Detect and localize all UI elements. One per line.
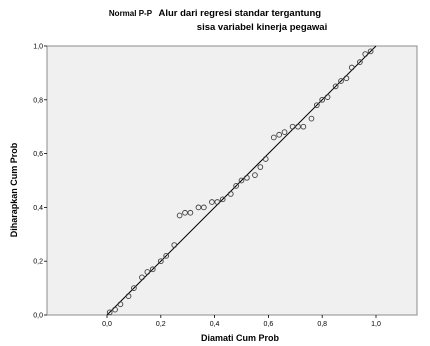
- x-tick-label: 0,2: [156, 321, 166, 328]
- data-point: [281, 129, 288, 135]
- data-point: [182, 209, 188, 216]
- reference-line: [106, 45, 377, 316]
- data-point: [238, 177, 245, 184]
- y-tick-label: 1,0: [33, 44, 43, 51]
- data-point: [244, 174, 250, 181]
- x-tick-label: 0,4: [210, 321, 220, 328]
- data-point: [289, 123, 296, 130]
- data-point: [313, 102, 320, 109]
- data-point: [200, 204, 207, 211]
- data-point: [106, 309, 113, 316]
- y-tick-label: 0,0: [33, 313, 43, 320]
- data-point: [357, 59, 363, 65]
- x-tick-label: 0,8: [317, 321, 327, 328]
- data-point: [332, 83, 339, 90]
- data-point: [144, 269, 151, 275]
- data-point: [252, 172, 258, 178]
- chart-title: Normal P-P Alur dari regresi standar ter…: [109, 3, 321, 20]
- data-point: [338, 78, 344, 84]
- x-axis: 0,0 0,2 0,4 0,6 0,8 1,0: [102, 315, 381, 328]
- data-point: [171, 242, 178, 248]
- data-point: [348, 64, 355, 71]
- data-point: [262, 156, 269, 162]
- x-tick-label: 0,0: [102, 321, 112, 328]
- data-point: [117, 301, 124, 308]
- y-tick-label: 0,2: [33, 259, 43, 266]
- data-point: [187, 209, 194, 216]
- data-point: [362, 51, 369, 57]
- data-point: [227, 191, 234, 197]
- data-point: [149, 266, 156, 273]
- data-point: [112, 306, 118, 313]
- plot-area: [46, 45, 418, 316]
- data-point: [319, 96, 326, 103]
- data-point: [163, 252, 170, 259]
- y-tick-label: 0,4: [33, 205, 43, 212]
- data-point: [270, 134, 277, 141]
- data-point: [300, 123, 307, 130]
- x-tick-label: 1,0: [371, 321, 381, 328]
- y-tick-label: 0,6: [33, 151, 43, 158]
- data-point: [295, 123, 301, 130]
- y-tick-label: 0,8: [33, 97, 43, 104]
- data-point: [367, 48, 374, 55]
- data-point: [131, 285, 137, 291]
- y-axis-label: Diharapkan Cum Prob: [9, 142, 19, 237]
- chart-title-prefix: Normal P-P: [109, 9, 153, 18]
- data-point: [125, 293, 132, 300]
- data-point: [195, 204, 202, 211]
- data-point: [343, 75, 350, 82]
- data-point: [276, 131, 283, 138]
- data-point: [257, 164, 264, 170]
- data-point: [324, 94, 331, 100]
- data-point: [214, 199, 221, 205]
- x-axis-label: Diamati Cum Prob: [201, 333, 280, 343]
- data-point: [308, 115, 315, 122]
- data-point: [176, 212, 183, 219]
- data-point: [139, 274, 145, 281]
- data-points: [106, 48, 374, 316]
- data-point: [157, 258, 164, 265]
- data-point: [219, 196, 226, 203]
- data-point: [209, 199, 215, 205]
- y-axis: 0,0 0,2 0,4 0,6 0,8 1,0: [33, 44, 47, 320]
- x-tick-label: 0,6: [264, 321, 274, 328]
- data-point: [233, 183, 239, 189]
- chart-title-main: Alur dari regresi standar tergantung: [158, 8, 321, 19]
- chart-subtitle: sisa variabel kinerja pegawai: [197, 22, 327, 33]
